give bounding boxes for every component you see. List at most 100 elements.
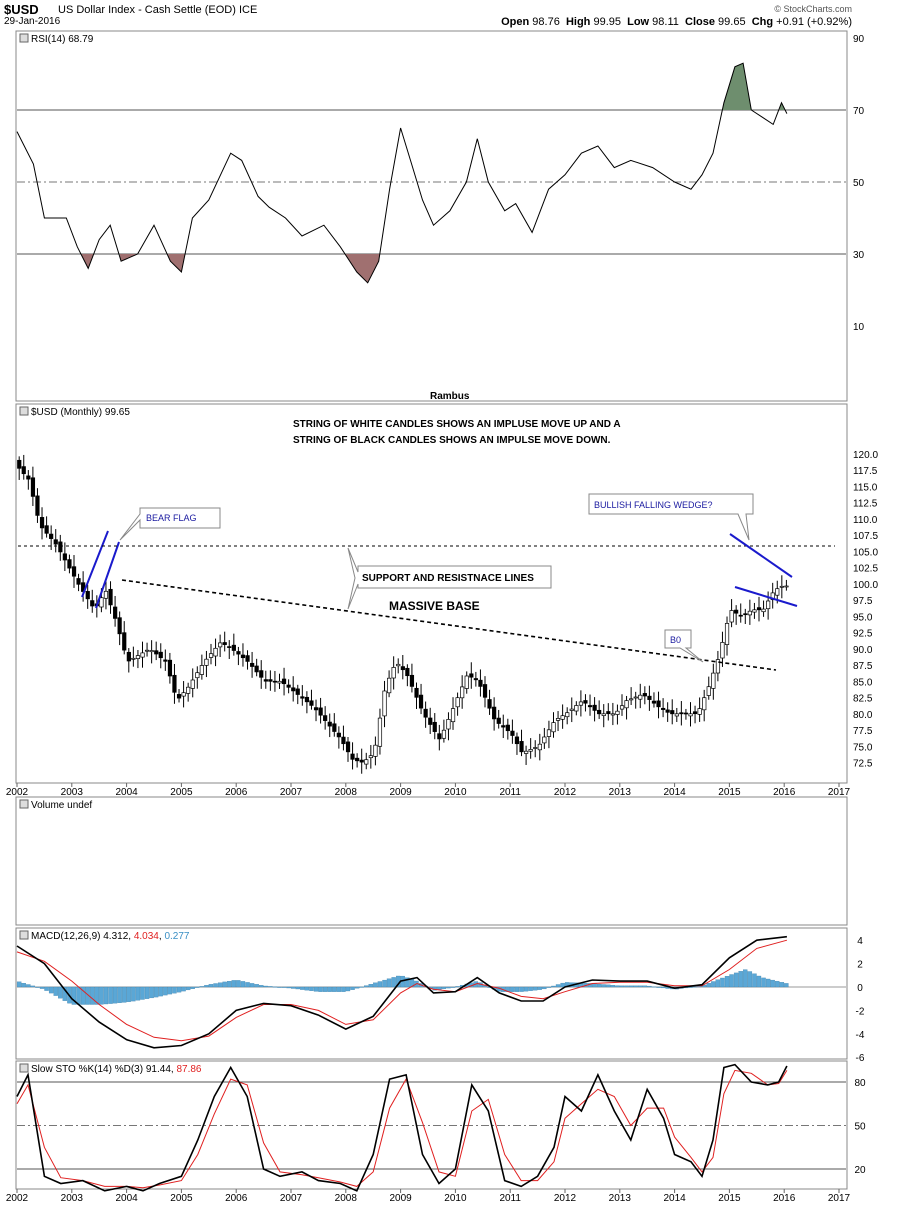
- macd-histogram-bar: [510, 986, 515, 992]
- wedge-text: BULLISH FALLING WEDGE?: [594, 500, 713, 510]
- price-x-label: 2008: [335, 787, 358, 798]
- chg-label: Chg: [751, 16, 774, 28]
- macd-histogram-bar: [770, 979, 775, 988]
- high-value: 99.95: [593, 16, 621, 28]
- candle-down: [26, 475, 31, 480]
- price-x-label: 2014: [663, 787, 686, 798]
- macd-histogram-bar: [555, 984, 561, 988]
- price-x-label: 2006: [225, 787, 248, 798]
- bear-flag-line-2: [95, 541, 120, 609]
- price-x-label: 2013: [609, 787, 632, 798]
- symbol-description: US Dollar Index - Cash Settle (EOD) ICE: [58, 4, 258, 16]
- price-tick-label: 110.0: [853, 515, 878, 526]
- macd-histogram-bar: [94, 986, 100, 1005]
- macd-histogram-bar: [743, 969, 748, 988]
- macd-histogram-bar: [48, 986, 54, 994]
- candle-down: [117, 617, 122, 635]
- candle-down: [738, 614, 743, 617]
- candle-down: [259, 670, 264, 678]
- candle-down: [286, 684, 291, 688]
- macd-histogram-bar: [16, 981, 22, 988]
- macd-histogram-bar: [752, 973, 757, 988]
- macd-value: 4.312: [103, 931, 128, 942]
- candle-down: [254, 665, 259, 673]
- candle-down: [469, 673, 474, 678]
- candle-up: [464, 675, 469, 689]
- rsi-overbought-area: [722, 63, 752, 110]
- price-panel-frame: [15, 403, 848, 784]
- support-callout: [347, 547, 552, 610]
- price-x-label: 2012: [554, 787, 577, 798]
- candle-up: [396, 663, 401, 667]
- price-tick-label: 100.0: [853, 580, 878, 591]
- macd-histogram-bar: [350, 986, 355, 990]
- sto-x-label: 2016: [773, 1193, 796, 1204]
- macd-tick-label: -6: [856, 1053, 865, 1064]
- macd-histogram-bar: [359, 986, 364, 988]
- candle-up: [747, 610, 752, 616]
- candle-down: [90, 600, 95, 607]
- macd-histogram-bar: [199, 986, 205, 988]
- candle-up: [578, 701, 584, 706]
- sto-x-label: 2002: [6, 1193, 29, 1204]
- macd-histogram-bar: [756, 975, 762, 988]
- candle-up: [729, 610, 734, 623]
- candle-up: [186, 686, 191, 694]
- macd-histogram-bar: [523, 986, 529, 992]
- candle-down: [44, 525, 49, 534]
- candle-up: [103, 590, 109, 599]
- sto-k-value: 91.44: [146, 1064, 171, 1075]
- candle-down: [62, 553, 67, 561]
- candle-down: [679, 712, 684, 715]
- candle-up: [190, 679, 195, 689]
- candle-up: [766, 600, 771, 610]
- candle-up: [204, 658, 209, 666]
- macd-histogram-bar: [624, 985, 629, 988]
- sto-tick-label: 80: [854, 1078, 866, 1089]
- macd-histogram-bar: [167, 986, 173, 995]
- sto-x-label: 2014: [663, 1193, 686, 1204]
- candle-down: [67, 559, 72, 569]
- candle-up: [633, 696, 638, 699]
- sto-tick-label: 50: [854, 1122, 866, 1133]
- candle-down: [692, 711, 698, 715]
- macd-histogram-bar: [39, 986, 45, 989]
- macd-histogram-bar: [537, 986, 542, 990]
- macd-histogram-bar: [208, 984, 214, 988]
- candle-down: [683, 712, 689, 715]
- sto-x-label: 2005: [170, 1193, 193, 1204]
- candle-down: [597, 709, 602, 715]
- rsi-label: RSI(14) 68.79: [31, 34, 94, 45]
- macd-histogram-bar: [341, 986, 346, 992]
- sto-x-label: 2004: [115, 1193, 138, 1204]
- volume-label: Volume undef: [31, 800, 92, 811]
- candle-down: [355, 757, 360, 762]
- macd-tick-label: 4: [857, 936, 863, 947]
- macd-histogram-bar: [300, 986, 305, 990]
- rsi-line: [16, 62, 788, 284]
- price-x-label: 2016: [773, 787, 796, 798]
- quote-summary: Open 98.76 High 99.95 Low 98.11 Close 99…: [501, 16, 852, 28]
- macd-histogram-bar: [286, 986, 291, 989]
- candle-down: [313, 707, 319, 711]
- candle-up: [373, 744, 378, 757]
- price-x-label: 2004: [115, 787, 138, 798]
- macd-histogram-bar: [254, 984, 259, 988]
- macd-histogram-bar: [405, 977, 410, 988]
- credit-text: © StockCharts.com: [774, 4, 852, 14]
- sto-d-line: [16, 1069, 788, 1189]
- candle-down: [158, 651, 163, 659]
- macd-histogram-bar: [441, 986, 447, 989]
- price-label: $USD (Monthly) 99.65: [31, 407, 130, 418]
- candle-down: [76, 578, 81, 585]
- candle-down: [318, 707, 323, 716]
- candle-up: [770, 592, 775, 601]
- candle-down: [327, 721, 332, 727]
- price-x-label: 2002: [6, 787, 29, 798]
- candle-down: [473, 678, 478, 681]
- candle-down: [478, 679, 483, 687]
- candle-up: [674, 713, 679, 717]
- candle-up: [775, 588, 780, 596]
- note-line-2: STRING OF BLACK CANDLES SHOWS AN IMPULSE…: [293, 435, 611, 446]
- candle-down: [49, 533, 54, 539]
